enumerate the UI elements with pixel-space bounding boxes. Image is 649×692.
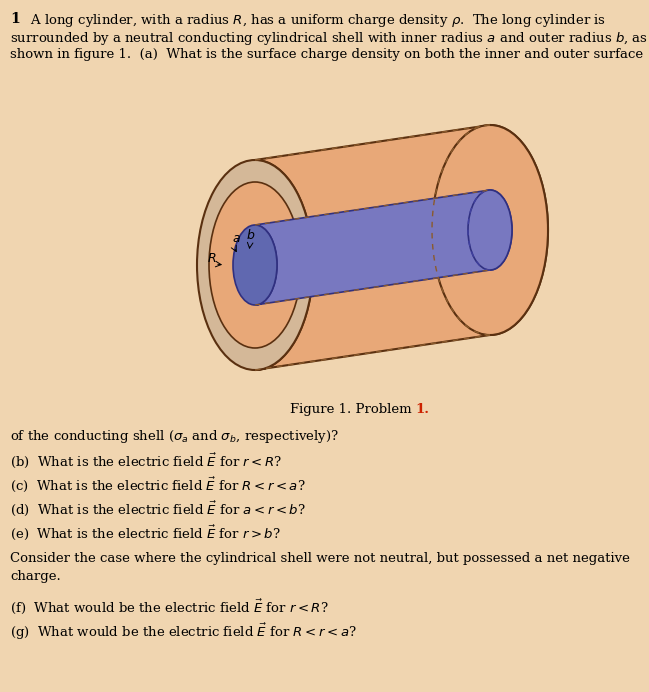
Text: 1: 1	[10, 12, 19, 26]
Ellipse shape	[197, 160, 313, 370]
Ellipse shape	[468, 190, 512, 270]
Ellipse shape	[233, 225, 277, 305]
Text: $R$: $R$	[207, 252, 217, 265]
Text: (b)  What is the electric field $\vec{E}$ for $r < R$?: (b) What is the electric field $\vec{E}$…	[10, 452, 282, 471]
Text: Consider the case where the cylindrical shell were not neutral, but possessed a : Consider the case where the cylindrical …	[10, 552, 630, 565]
Text: of the conducting shell ($\sigma_a$ and $\sigma_b$, respectively)?: of the conducting shell ($\sigma_a$ and …	[10, 428, 339, 445]
Text: (e)  What is the electric field $\vec{E}$ for $r > b$?: (e) What is the electric field $\vec{E}$…	[10, 524, 281, 543]
Ellipse shape	[432, 125, 548, 335]
Polygon shape	[255, 190, 512, 305]
Text: (d)  What is the electric field $\vec{E}$ for $a < r < b$?: (d) What is the electric field $\vec{E}$…	[10, 500, 306, 518]
Text: (c)  What is the electric field $\vec{E}$ for $R < r < a$?: (c) What is the electric field $\vec{E}$…	[10, 476, 306, 495]
Text: Figure 1. Problem: Figure 1. Problem	[290, 403, 416, 416]
Text: 1.: 1.	[415, 403, 429, 416]
Text: $a$: $a$	[232, 232, 241, 245]
Text: $b$: $b$	[246, 228, 255, 242]
Text: surrounded by a neutral conducting cylindrical shell with inner radius $a$ and o: surrounded by a neutral conducting cylin…	[10, 30, 648, 47]
Text: A long cylinder, with a radius $R$, has a uniform charge density $\rho$.  The lo: A long cylinder, with a radius $R$, has …	[22, 12, 606, 29]
Text: shown in figure 1.  (a)  What is the surface charge density on both the inner an: shown in figure 1. (a) What is the surfa…	[10, 48, 643, 61]
Text: (g)  What would be the electric field $\vec{E}$ for $R < r < a$?: (g) What would be the electric field $\v…	[10, 622, 357, 642]
Polygon shape	[255, 125, 548, 370]
Text: charge.: charge.	[10, 570, 61, 583]
Text: (f)  What would be the electric field $\vec{E}$ for $r < R$?: (f) What would be the electric field $\v…	[10, 598, 328, 617]
Ellipse shape	[209, 182, 301, 348]
